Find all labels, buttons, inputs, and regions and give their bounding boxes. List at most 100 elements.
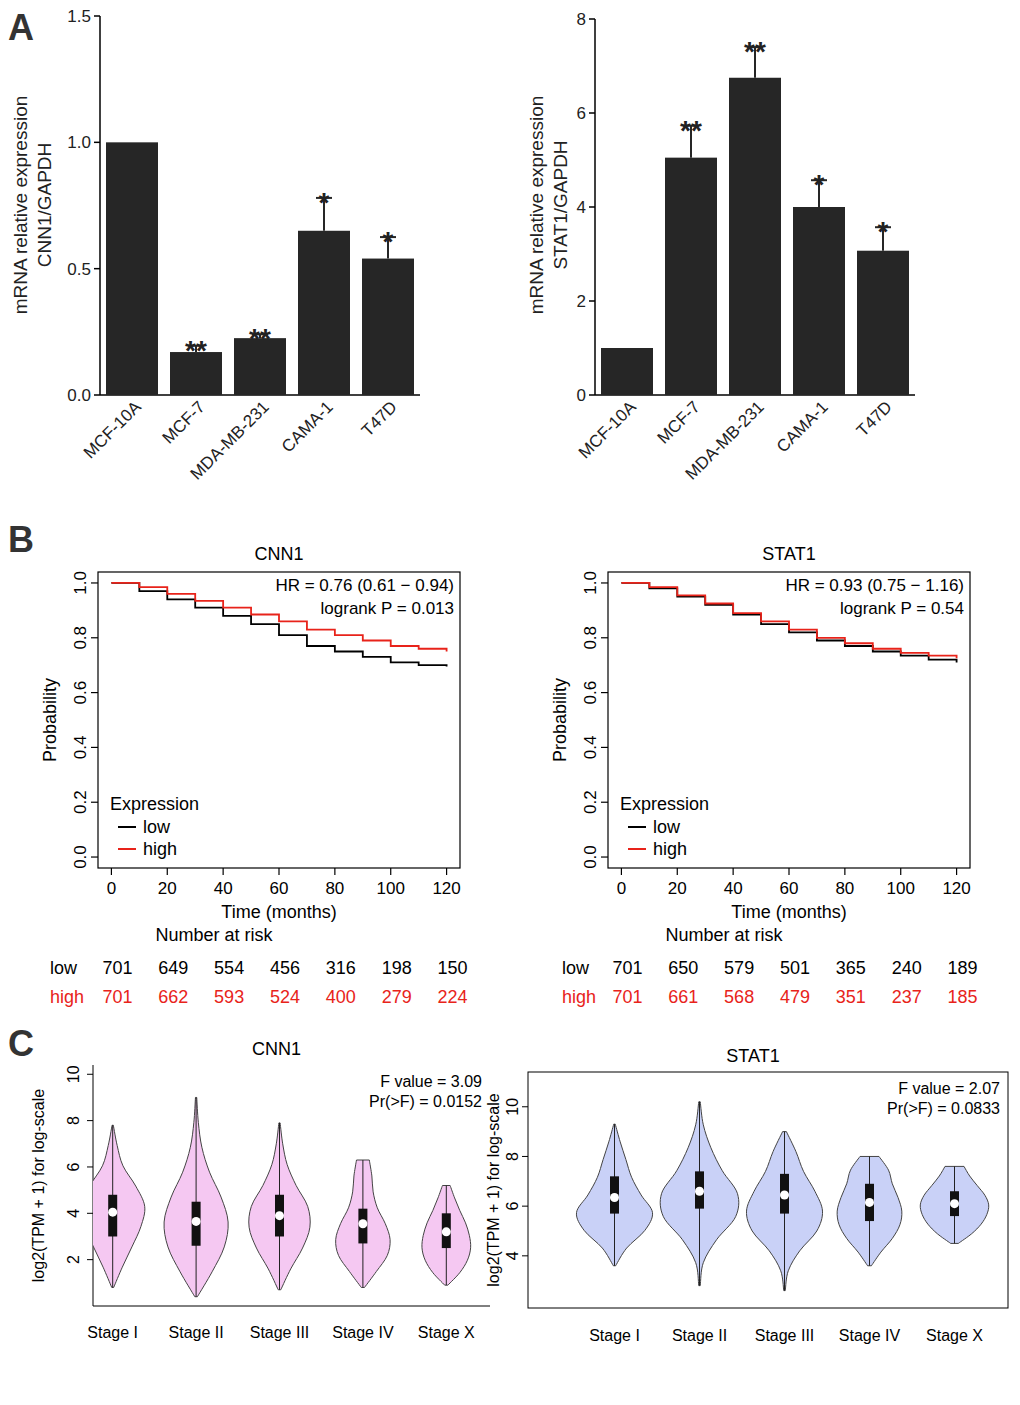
risk-count: 316 (326, 958, 356, 978)
x-tick-label: 120 (432, 879, 460, 898)
y-tick (589, 394, 595, 396)
risk-table: Number at risklow701650579501365240189hi… (562, 868, 978, 1007)
risk-count: 456 (270, 958, 300, 978)
survival-curve (111, 583, 446, 667)
x-tick-label: MDA-MB-231 (682, 397, 768, 483)
risk-count: 479 (780, 987, 810, 1007)
x-tick-label: Stage II (672, 1327, 727, 1344)
risk-count: 365 (836, 958, 866, 978)
risk-count: 661 (668, 987, 698, 1007)
y-tick-label: 0.2 (71, 790, 90, 814)
risk-count: 568 (724, 987, 754, 1007)
box (358, 1209, 367, 1244)
box (865, 1184, 874, 1221)
significance-label: * (319, 187, 330, 218)
median (192, 1217, 201, 1226)
risk-count: 524 (270, 987, 300, 1007)
x-axis-title: Time (months) (221, 902, 336, 922)
box (108, 1195, 117, 1237)
x-tick (223, 868, 224, 875)
y-tick (94, 268, 100, 270)
y-tick-label: 10 (504, 1098, 521, 1116)
median (950, 1199, 959, 1208)
x-tick (788, 868, 789, 875)
y-tick (601, 856, 608, 857)
y-tick-label: 0.8 (71, 626, 90, 650)
y-tick (87, 1213, 93, 1214)
y-tick (94, 142, 100, 144)
x-tick (390, 868, 391, 875)
risk-count: 554 (214, 958, 244, 978)
violin-chart: 246810log2(TPM + 1) for log-scaleStage I… (8, 1023, 490, 1341)
median (358, 1219, 367, 1228)
x-axis (93, 1306, 490, 1307)
y-tick (522, 1156, 528, 1157)
chart-title: CNN1 (252, 1039, 301, 1059)
risk-count: 701 (612, 987, 642, 1007)
x-tick (733, 868, 734, 875)
x-tick (446, 868, 447, 875)
annotation: logrank P = 0.013 (321, 599, 454, 618)
whisker (196, 1097, 197, 1296)
legend-swatch (628, 848, 646, 850)
plot-frame (528, 1072, 1008, 1308)
annotation: Pr(>F) = 0.0833 (887, 1100, 1000, 1117)
bar (857, 251, 909, 395)
survival-chart: 0204060801001200.00.20.40.60.81.0STAT1HR… (550, 544, 978, 1007)
chart-title: CNN1 (254, 544, 303, 564)
risk-count: 279 (382, 987, 412, 1007)
y-tick (91, 747, 98, 748)
x-tick (111, 868, 112, 875)
risk-count: 650 (668, 958, 698, 978)
risk-count: 579 (724, 958, 754, 978)
median (695, 1187, 704, 1196)
x-tick-label: Stage IV (839, 1327, 901, 1344)
y-tick (87, 1074, 93, 1075)
box (695, 1171, 704, 1208)
legend-title: Expression (110, 794, 199, 814)
y-tick (94, 15, 100, 17)
violin (660, 1102, 739, 1286)
y-tick-label: 8 (65, 1116, 82, 1125)
plot-area (93, 1097, 471, 1296)
plot-area (601, 47, 909, 395)
risk-count: 237 (892, 987, 922, 1007)
x-tick (956, 868, 957, 875)
x-tick-label: Stage X (418, 1324, 475, 1341)
x-tick (844, 868, 845, 875)
x-tick-label: 60 (780, 879, 799, 898)
y-tick-label: 0.6 (581, 681, 600, 705)
box (950, 1191, 959, 1216)
risk-count: 701 (102, 987, 132, 1007)
x-tick-label: MCF-7 (654, 397, 704, 447)
bar (729, 78, 781, 395)
legend-label: high (653, 839, 687, 859)
x-tick-label: T47D (853, 397, 896, 440)
x-tick (167, 868, 168, 875)
x-tick-label: Stage III (755, 1327, 815, 1344)
significance-label: ** (185, 335, 207, 366)
annotation: HR = 0.93 (0.75 − 1.16) (785, 576, 964, 595)
y-axis-title: Probability (550, 678, 570, 762)
x-tick-label: 120 (942, 879, 970, 898)
y-tick (522, 1206, 528, 1207)
risk-count: 185 (948, 987, 978, 1007)
x-tick-label: Stage III (250, 1324, 310, 1341)
y-axis-title: log2(TPM + 1) for log-scale (485, 1093, 502, 1287)
annotation: F value = 2.07 (898, 1080, 1000, 1097)
legend-swatch (118, 826, 136, 828)
panel-label: C (8, 1023, 34, 1064)
y-tick-label: 1.5 (67, 7, 91, 26)
violin (164, 1097, 228, 1296)
x-tick-label: 100 (887, 879, 915, 898)
bar-chart: 0.00.51.01.5mRNA relative expressionCNN1… (8, 7, 420, 484)
risk-row-label: high (562, 987, 596, 1007)
violin-chart: 46810log2(TPM + 1) for log-scaleStage IS… (485, 1046, 1008, 1344)
y-tick-label: 1.0 (71, 571, 90, 595)
violin (93, 1125, 145, 1287)
y-axis-title: log2(TPM + 1) for log-scale (30, 1089, 47, 1283)
violin (920, 1166, 989, 1243)
panel-label: A (8, 7, 34, 48)
y-tick-label: 1.0 (67, 133, 91, 152)
x-tick-label: T47D (358, 397, 401, 440)
